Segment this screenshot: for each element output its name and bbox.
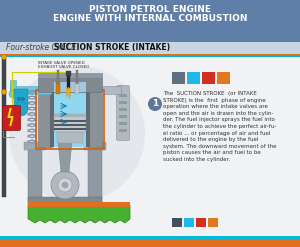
Bar [54,128,86,130]
Bar [50,92,54,147]
Bar [38,78,102,92]
Text: ENGINE WITH INTERNAL COMBUSTION: ENGINE WITH INTERNAL COMBUSTION [53,15,247,23]
Bar [54,92,86,147]
Bar [217,72,230,84]
Bar [0,57,300,247]
Bar [0,42,300,54]
Bar [28,197,102,205]
Bar [208,218,218,227]
Bar [0,239,300,247]
Bar [119,101,127,104]
Bar [184,218,194,227]
Bar [56,82,60,94]
Bar [196,218,206,227]
Circle shape [148,97,162,111]
Circle shape [9,66,145,202]
Circle shape [70,90,71,91]
Circle shape [17,97,21,101]
Bar [36,90,104,149]
Bar [54,121,86,122]
Circle shape [70,87,72,89]
Bar [38,92,52,147]
FancyBboxPatch shape [2,105,20,130]
Circle shape [65,87,67,89]
Bar [0,0,300,45]
Bar [57,70,59,84]
Circle shape [2,89,7,95]
Bar [28,147,42,202]
Bar [172,72,185,84]
Bar [14,89,28,109]
Bar [38,73,102,78]
Bar [0,56,300,57]
Bar [119,115,127,118]
Text: 1: 1 [152,100,158,108]
Bar [119,122,127,125]
Bar [10,80,16,94]
Bar [0,236,300,239]
Bar [88,147,102,202]
Bar [67,74,70,90]
Circle shape [58,178,72,192]
Circle shape [14,102,28,116]
Text: INTAKE VALVE OPENED: INTAKE VALVE OPENED [38,61,85,65]
Bar [119,94,127,97]
Text: Four-stroke CYCLE:: Four-stroke CYCLE: [6,43,81,53]
Circle shape [62,182,68,188]
Text: EXHAUST VALVE CLOSED: EXHAUST VALVE CLOSED [38,65,89,69]
Bar [2,57,6,197]
Circle shape [69,88,70,90]
Bar [76,70,78,84]
FancyBboxPatch shape [116,85,130,141]
Circle shape [66,90,68,91]
Bar [10,86,51,94]
Bar [54,114,86,117]
Polygon shape [58,142,72,172]
Bar [119,129,127,132]
Circle shape [9,90,17,98]
Bar [54,114,86,132]
Bar [24,142,46,150]
Bar [202,72,215,84]
Bar [54,124,86,126]
Bar [119,108,127,111]
Bar [88,92,102,147]
Circle shape [68,90,69,91]
Polygon shape [28,205,130,223]
Circle shape [21,97,25,101]
Bar [54,82,86,92]
Circle shape [67,88,68,90]
Circle shape [2,55,7,60]
Bar [187,72,200,84]
Bar [57,132,83,143]
Bar [101,86,121,94]
Bar [75,82,79,94]
Bar [0,54,300,56]
Bar [84,142,106,150]
Bar [172,218,182,227]
Bar [86,92,90,147]
Circle shape [68,91,69,92]
Text: PISTON PETROL ENGINE: PISTON PETROL ENGINE [89,5,211,15]
Bar [28,202,130,207]
Text: The  SUCTION STROKE  (or INTAKE
STROKE) is the  first  phase of engine
operation: The SUCTION STROKE (or INTAKE STROKE) is… [163,91,277,162]
Text: SUCTION STROKE (INTAKE): SUCTION STROKE (INTAKE) [54,43,170,53]
Circle shape [51,171,79,199]
Bar [66,71,71,76]
